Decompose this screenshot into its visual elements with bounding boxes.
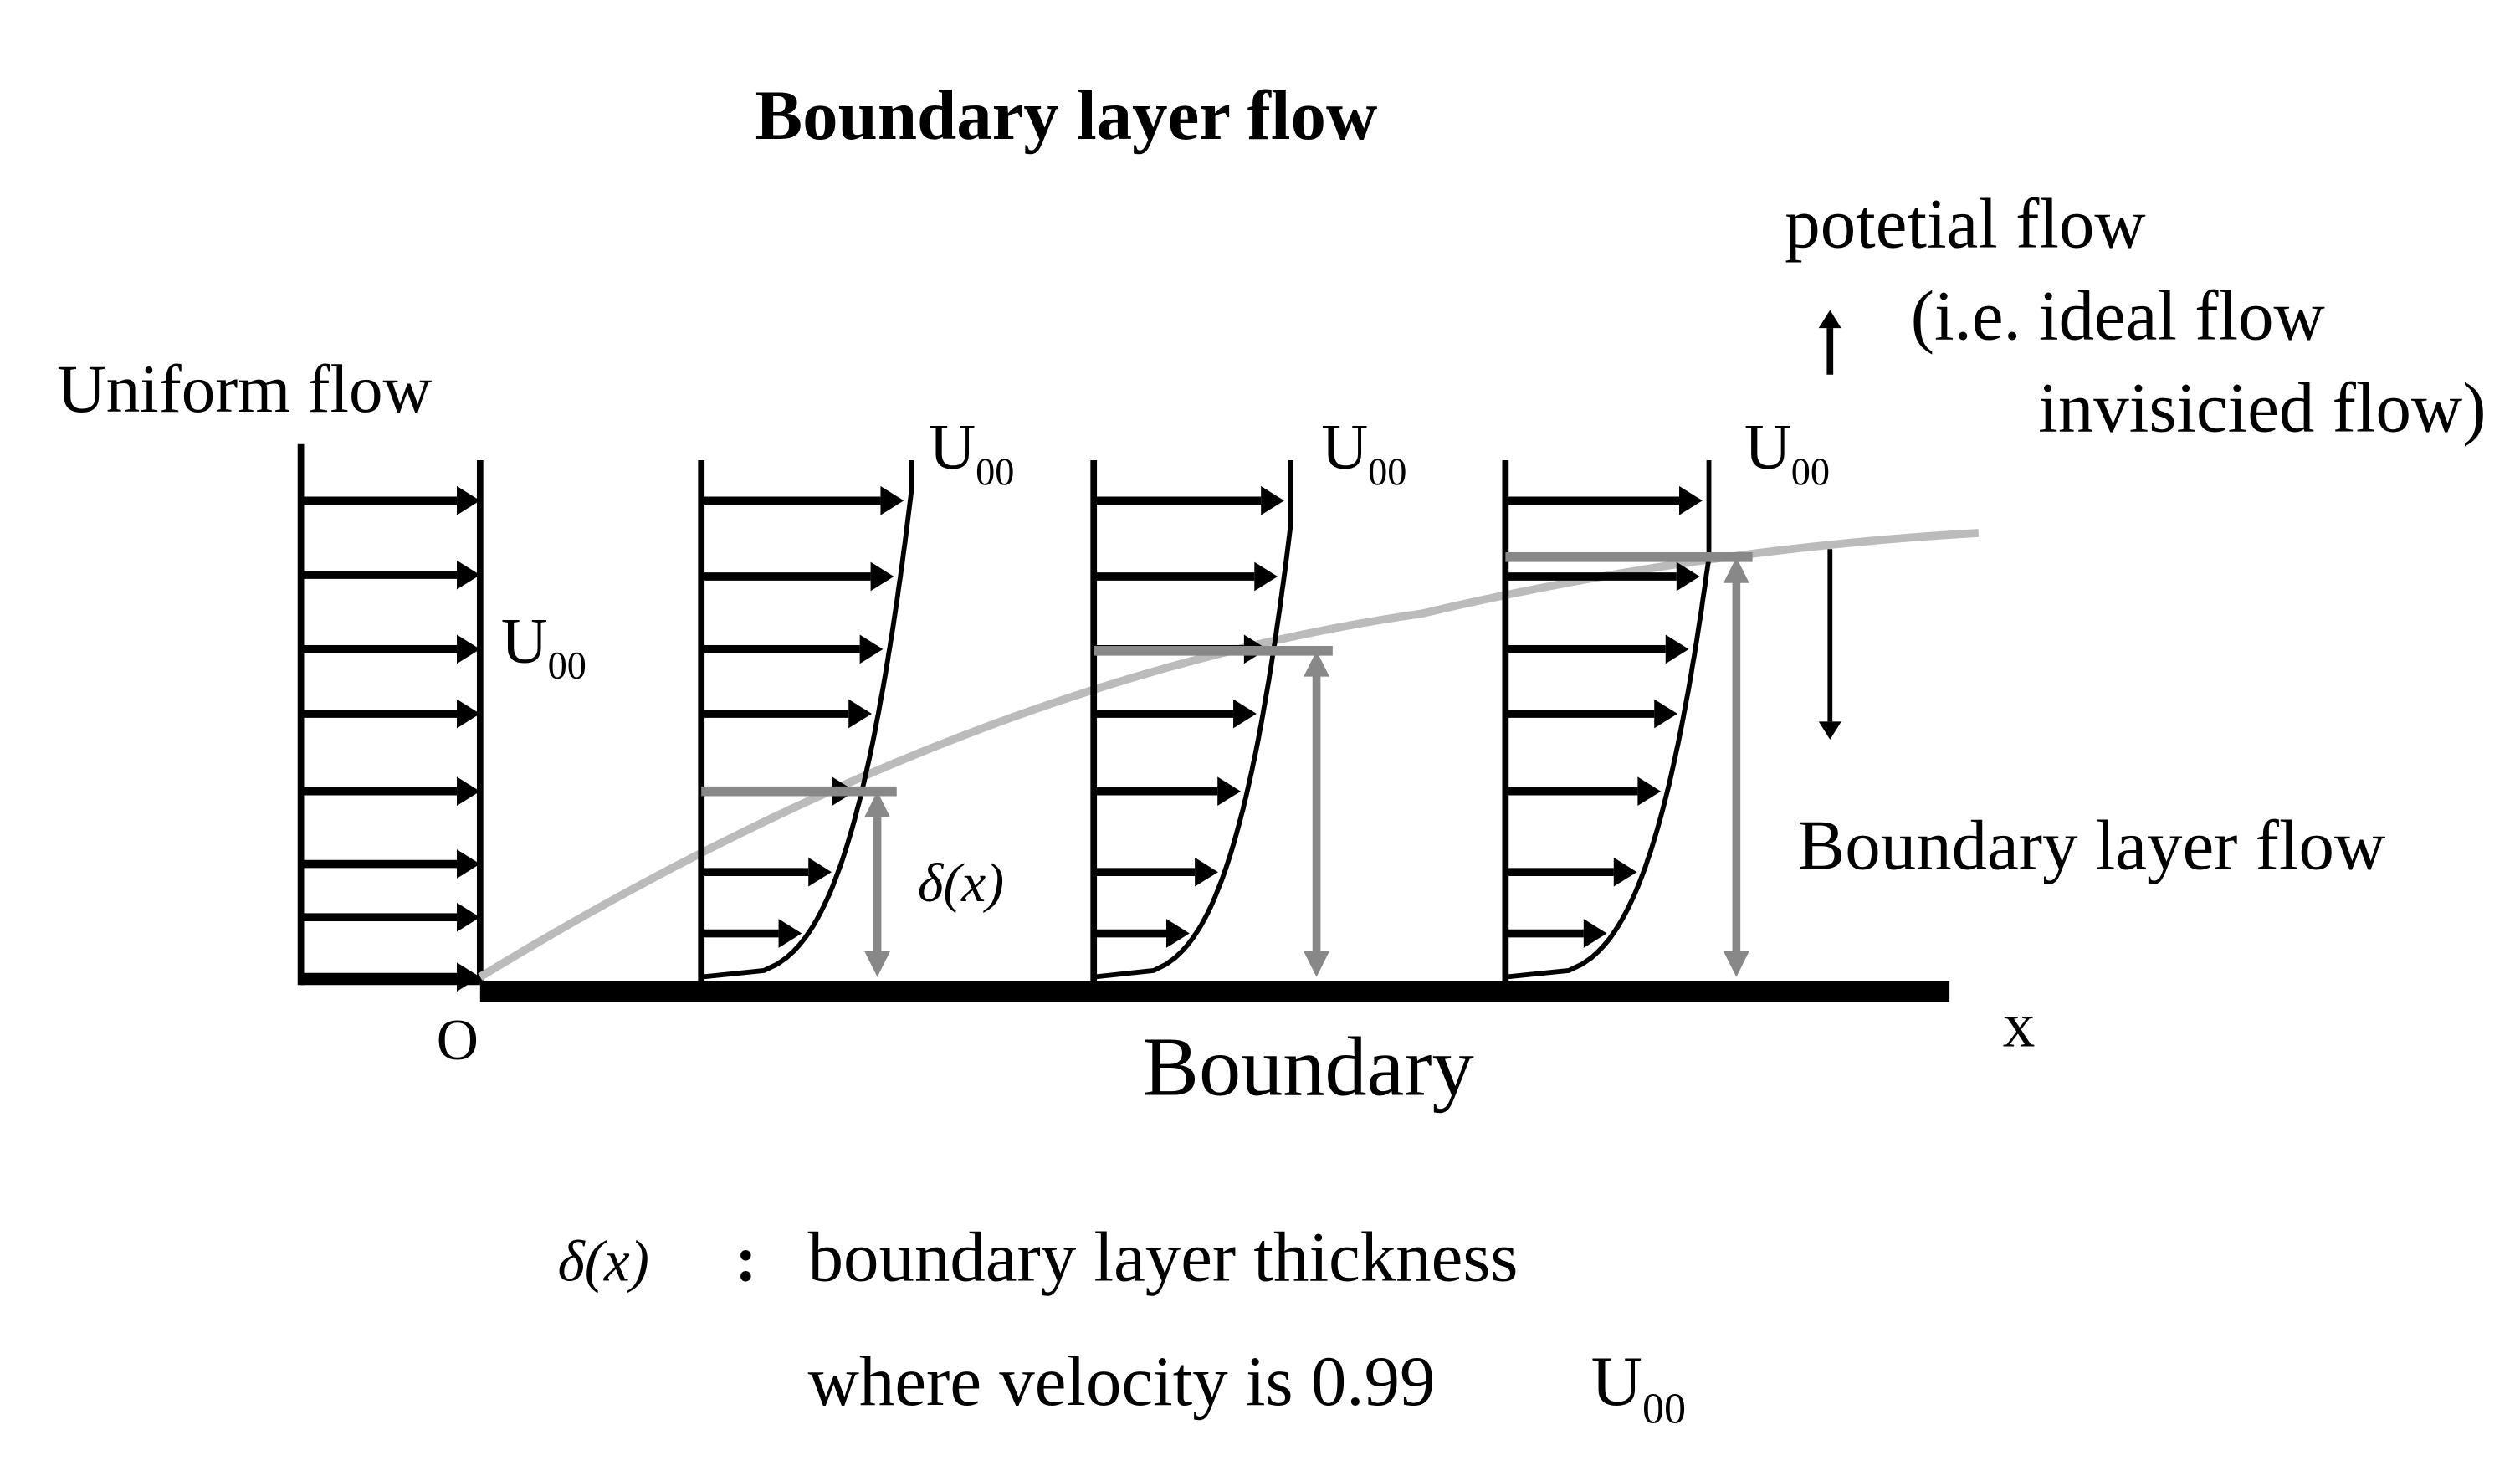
arrow-head xyxy=(1195,857,1218,887)
velocity-profile xyxy=(1505,460,1712,980)
origin-label: O xyxy=(437,1008,479,1073)
potential-flow-label: potetial flow xyxy=(1785,184,2146,263)
legend-separator: : xyxy=(735,1222,757,1294)
arrow-head xyxy=(864,951,891,977)
arrow-head xyxy=(457,776,480,807)
arrow-head xyxy=(848,699,873,729)
arrow-head xyxy=(1723,951,1749,977)
velocity-symbol: U xyxy=(929,411,976,483)
legend-symbol: δ(x) xyxy=(557,1229,648,1294)
arrow-head xyxy=(457,962,480,992)
velocity-subscript: 00 xyxy=(1368,451,1406,494)
title: Boundary layer flow xyxy=(755,76,1378,155)
arrow-head xyxy=(870,561,894,592)
velocity-subscript: 00 xyxy=(976,451,1014,494)
velocity-symbol: U xyxy=(1321,411,1368,483)
arrow-head xyxy=(1254,561,1278,592)
arrow-head xyxy=(1233,699,1257,729)
velocity-label: U00 xyxy=(1744,411,1830,494)
arrow-head xyxy=(1304,951,1329,977)
potential-flow-label: (i.e. ideal flow xyxy=(1911,276,2325,355)
arrow-head xyxy=(880,485,904,515)
arrow-head xyxy=(1261,485,1284,515)
arrow-head xyxy=(1818,721,1841,740)
arrow-head xyxy=(1217,776,1242,807)
arrow-head xyxy=(457,634,480,664)
arrow-head xyxy=(1583,919,1607,948)
arrow-head xyxy=(1637,776,1662,807)
velocity-label: U00 xyxy=(501,604,586,687)
arrow-head xyxy=(457,485,480,515)
velocity-label: U00 xyxy=(1321,411,1406,494)
arrow-head xyxy=(1304,650,1329,677)
boundary-layer-flow-label: Boundary layer flow xyxy=(1798,806,2386,884)
velocity-subscript: 00 xyxy=(548,645,586,688)
arrow-head xyxy=(808,857,832,887)
unit-subscript: 00 xyxy=(1642,1385,1686,1432)
uniform-flow-label: Uniform flow xyxy=(57,351,432,427)
legend-unit: U00 xyxy=(1591,1342,1686,1432)
legend-line: boundary layer thickness xyxy=(808,1217,1519,1296)
arrow-head xyxy=(1676,561,1700,592)
potential-flow-label: invisicied flow) xyxy=(2038,368,2486,447)
arrow-head xyxy=(1679,485,1703,515)
arrow-head xyxy=(1166,919,1190,948)
arrow-head xyxy=(859,634,884,664)
arrow-head xyxy=(457,849,480,879)
arrow-head xyxy=(1654,699,1678,729)
velocity-profile xyxy=(1093,460,1293,980)
delta-label: δ(x) xyxy=(918,853,1004,914)
velocity-symbol: U xyxy=(501,604,548,676)
velocity-profile xyxy=(700,460,914,980)
unit-symbol: U xyxy=(1591,1342,1642,1421)
velocity-label: U00 xyxy=(929,411,1014,494)
arrow-head xyxy=(457,560,480,590)
arrow-head xyxy=(1723,556,1749,583)
arrow-head xyxy=(1613,857,1637,887)
velocity-subscript: 00 xyxy=(1791,451,1830,494)
arrow-head xyxy=(778,919,802,948)
arrow-head xyxy=(1818,310,1841,329)
legend-line: where velocity is 0.99 xyxy=(808,1342,1436,1421)
velocity-symbol: U xyxy=(1744,411,1791,483)
boundary-label: Boundary xyxy=(1143,1021,1474,1114)
arrow-head xyxy=(864,791,891,817)
layer-edge xyxy=(478,529,1980,981)
arrow-head xyxy=(457,699,480,729)
arrow-head xyxy=(1665,634,1689,664)
arrow-head xyxy=(457,902,480,932)
x-axis-label: x xyxy=(2003,989,2036,1061)
